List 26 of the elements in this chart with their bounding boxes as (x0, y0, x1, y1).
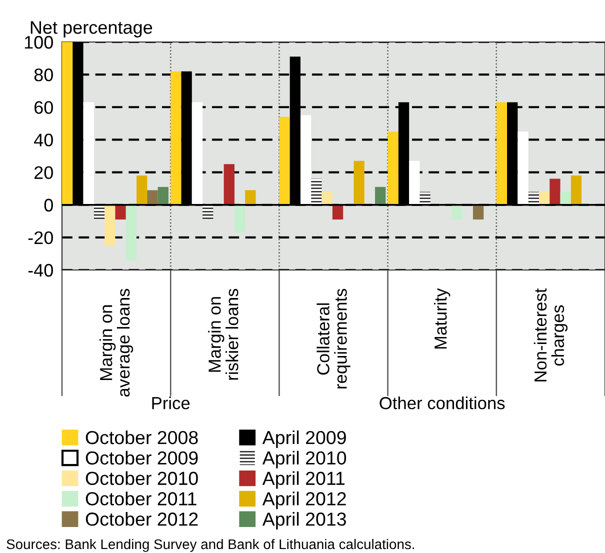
text: Other conditions (380, 396, 505, 410)
legend-label: April 2012 (262, 492, 346, 510)
legend-label: April 2009 (262, 430, 346, 448)
legend-label: April 2013 (262, 512, 346, 530)
text: Price (152, 396, 190, 410)
y-tick-label: 0 (44, 198, 53, 212)
y-tick-label: 60 (34, 101, 53, 114)
legend-label: October 2012 (86, 512, 198, 526)
y-tick-label: -40 (28, 264, 53, 277)
x-tick-label: Margin on average loans (99, 288, 134, 397)
legend-label: October 2008 (86, 430, 198, 444)
legend-label: October 2011 (86, 492, 196, 506)
y-tick-label: 20 (34, 166, 53, 180)
y-tick-label: 80 (34, 68, 53, 82)
legend-label: April 2011 (262, 471, 344, 489)
x-tick-label: Non-interest charges (534, 288, 568, 382)
y-tick-label: 100 (24, 36, 53, 49)
y-tick-label: 40 (34, 134, 53, 146)
legend-label: October 2009 (86, 450, 198, 465)
legend-label: October 2010 (86, 471, 198, 486)
x-tick-label: Collateral requirements (316, 288, 350, 388)
source-note: Sources: Bank Lending Survey and Bank of Lithuania calculations. (6, 538, 414, 552)
legend-label: April 2010 (262, 450, 346, 468)
y-tick-label: -20 (28, 231, 53, 244)
x-tick-label: Maturity (434, 288, 450, 349)
x-tick-label: Margin on riskier loans (208, 288, 238, 380)
